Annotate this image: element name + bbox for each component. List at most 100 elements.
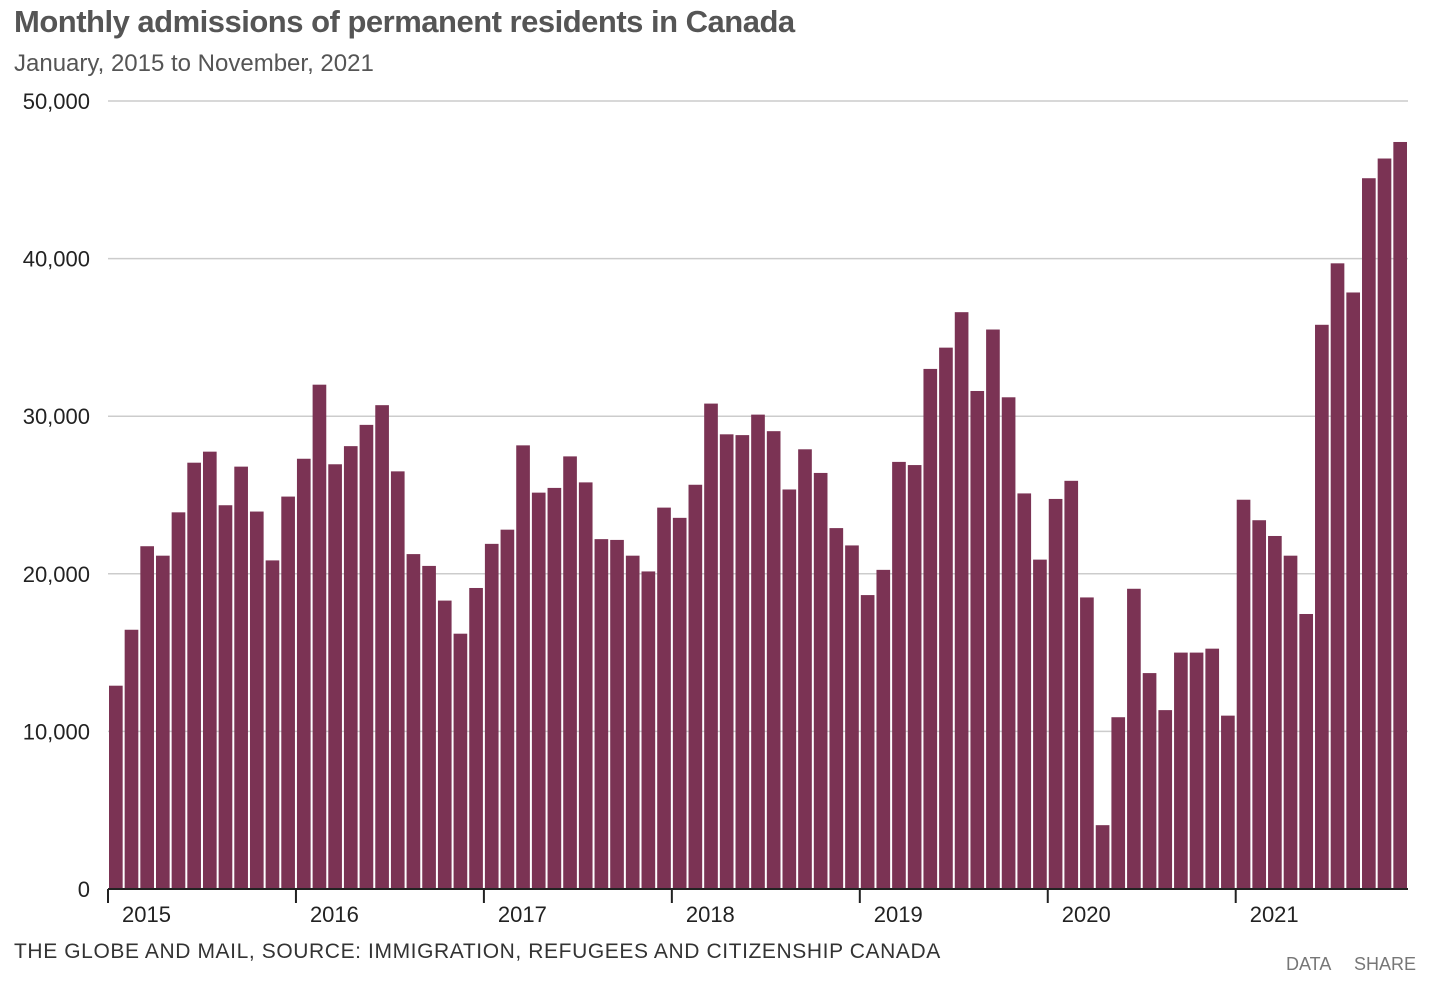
x-tick-label: 2018 [686, 902, 735, 927]
bar [1064, 480, 1079, 889]
bar [1080, 597, 1094, 889]
y-tick-label: 0 [78, 877, 90, 902]
bar [563, 456, 577, 889]
bar [547, 487, 562, 889]
bar [735, 435, 750, 889]
bar [124, 629, 139, 889]
bar [892, 461, 906, 889]
x-tick-label: 2021 [1250, 902, 1299, 927]
y-tick-label: 10,000 [23, 719, 90, 744]
bar [782, 489, 797, 889]
bar [500, 529, 515, 889]
bar [1346, 292, 1361, 890]
share-link[interactable]: SHARE [1354, 954, 1417, 974]
bar [672, 517, 687, 889]
bar [1158, 710, 1173, 889]
bar [1299, 613, 1314, 889]
x-axis: 2015 2016 2017 2018 2019 2020 2021 [107, 888, 1408, 927]
bar [1377, 158, 1392, 889]
bar [1033, 559, 1047, 889]
bar [641, 571, 656, 889]
bar [343, 446, 358, 889]
bars [109, 141, 1407, 890]
bar [265, 560, 280, 889]
bar [390, 471, 405, 889]
bar [1095, 825, 1110, 889]
y-tick-label: 20,000 [23, 562, 90, 587]
bar [954, 312, 969, 889]
bar [751, 414, 765, 889]
bar [140, 546, 154, 889]
bar [860, 595, 875, 889]
bar [923, 368, 938, 889]
bar [1362, 178, 1376, 890]
source-note: THE GLOBE AND MAIL, SOURCE: IMMIGRATION,… [14, 940, 941, 963]
bar [281, 496, 295, 889]
bar [109, 685, 123, 889]
bar [704, 403, 718, 889]
x-tick-label: 2017 [498, 902, 547, 927]
bar [610, 539, 624, 889]
bar [296, 458, 311, 889]
bar [1001, 397, 1016, 889]
bar [829, 528, 844, 889]
bar [813, 472, 828, 889]
bar [939, 347, 953, 889]
x-tick-label: 2015 [122, 902, 171, 927]
y-tick-label: 40,000 [23, 247, 90, 272]
bar [1111, 717, 1126, 889]
bar [1189, 652, 1204, 889]
x-tick-label: 2019 [874, 902, 923, 927]
bar [688, 484, 703, 889]
bar [359, 424, 374, 889]
bar [375, 405, 389, 889]
bar [406, 554, 421, 889]
data-link[interactable]: DATA [1286, 954, 1332, 974]
bar [625, 555, 640, 889]
bar [312, 384, 327, 889]
bar [1017, 493, 1032, 889]
bar [187, 462, 201, 889]
bar [1221, 715, 1235, 889]
bar [1048, 498, 1063, 889]
y-axis-ticks: 0 10,000 20,000 30,000 40,000 50,000 [23, 89, 90, 902]
bar [422, 565, 436, 889]
bar [907, 465, 922, 889]
chart-subtitle: January, 2015 to November, 2021 [14, 50, 374, 77]
bar [202, 451, 217, 889]
bar [328, 464, 342, 889]
y-tick-label: 30,000 [23, 404, 90, 429]
bar [218, 505, 233, 889]
bar [516, 445, 530, 889]
bar [155, 555, 170, 889]
bar [453, 633, 468, 889]
bar [876, 569, 891, 889]
bar [1205, 648, 1220, 889]
chart-title: Monthly admissions of permanent resident… [14, 4, 795, 39]
x-tick-label: 2016 [310, 902, 359, 927]
bar [234, 466, 248, 889]
bar [578, 482, 593, 889]
bar [437, 600, 452, 889]
bar [531, 492, 546, 889]
bar [845, 545, 859, 889]
bar [1236, 499, 1251, 889]
bar [171, 512, 186, 889]
bar [1315, 324, 1329, 889]
bar [594, 539, 609, 889]
bar [766, 431, 781, 889]
bar [484, 543, 499, 889]
bar [249, 511, 264, 889]
y-tick-label: 50,000 [23, 89, 90, 114]
bar [1127, 588, 1141, 889]
bar [469, 587, 483, 889]
x-tick-label: 2020 [1062, 902, 1111, 927]
bar [1142, 673, 1157, 889]
bar [970, 390, 985, 889]
bar [657, 507, 671, 889]
bar [1283, 555, 1298, 889]
bar [1174, 652, 1188, 889]
bar [1330, 263, 1345, 890]
bar [986, 329, 1000, 889]
bar-chart: 0 10,000 20,000 30,000 40,000 50,000 2015 2016… [23, 89, 1408, 927]
